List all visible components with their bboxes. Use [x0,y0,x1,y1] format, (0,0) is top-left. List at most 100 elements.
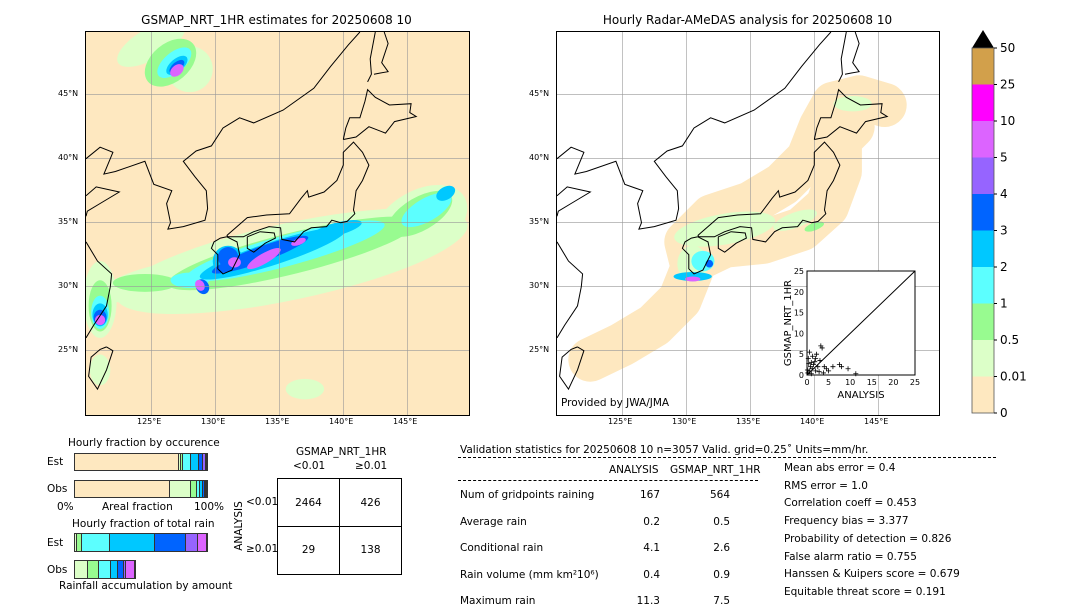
cont-row-title: ANALYSIS [232,501,245,551]
lat-tick: 45°N [58,89,79,98]
bar-segment [169,481,191,497]
lat-tick: 30°N [58,281,79,290]
rain-area [833,96,872,112]
scatter-point [826,368,832,374]
coastline [210,236,241,275]
score-line: Frequency bias = 3.377 [784,515,909,528]
colorbar-swatch [972,340,994,377]
coastline [367,32,376,83]
occ-xlabel: Areal fraction [102,501,173,513]
scatter-point [813,368,819,374]
rain-area [94,314,106,326]
scatter-point [845,366,851,372]
score-line: Correlation coeff = 0.453 [784,497,917,510]
colorbar-swatch [972,194,994,231]
rain-area [195,279,205,291]
bar-segment [206,481,207,497]
score-line: Hanssen & Kuipers score = 0.679 [784,568,960,581]
cell-hit-none: 2464 [295,497,322,509]
cont-col-1: ≥0.01 [355,460,388,472]
scatter-xtick: 10 [845,378,855,387]
lat-tick: 45°N [529,89,550,98]
tr-xlabel: Rainfall accumulation by amount [59,580,233,592]
lon-tick: 130°E [672,417,697,426]
tr-obs-label: Obs [47,564,68,576]
colorbar-label: 50 [1000,41,1015,55]
cont-col-0: <0.01 [293,460,326,472]
bar-segment [197,534,207,551]
scatter-point [821,364,827,370]
bar-segment [198,454,203,470]
scatter-point [836,362,842,368]
bar-segment [76,534,83,551]
lon-tick: 125°E [608,417,633,426]
scatter-ylabel: GSMAP_NRT_1HR [783,280,794,366]
stat-analysis: 11.3 [636,595,660,607]
lon-tick: 145°E [864,417,889,426]
coastline [86,241,113,339]
occurrence-obs-bar [74,480,208,498]
stat-gsmap: 2.6 [713,542,730,554]
lat-tick: 40°N [58,153,79,162]
occ-est-label: Est [47,456,64,468]
lat-tick: 40°N [529,153,550,162]
bar-segment [75,481,170,497]
occ-x0: 0% [57,501,74,513]
rain-area [312,220,362,239]
bar-segment [178,454,181,470]
rain-area [112,273,177,292]
rain-area [228,257,241,268]
bar-segment [110,534,156,551]
stat-label: Conditional rain [460,542,544,554]
bar-segment [155,534,186,551]
bar-segment [180,454,183,470]
stat-label: Num of gridpoints raining [460,489,595,501]
lat-tick: 25°N [529,345,550,354]
score-line: False alarm ratio = 0.755 [784,550,917,563]
rain-area [436,185,456,201]
scatter-xtick: 15 [867,378,877,387]
coastline [342,88,418,140]
coastline [557,241,584,339]
colorbar-swatch [972,230,994,267]
bar-segment [182,454,191,470]
scatter-point [815,364,821,370]
score-line: RMS error = 1.0 [784,479,868,492]
stat-label: Average rain [460,515,527,528]
bar-segment [111,561,119,578]
totalrain-obs-bar [74,560,136,579]
lon-tick: 125°E [137,417,162,426]
colorbar-label: 4 [1000,187,1008,201]
scatter-point [853,371,859,377]
scatter-point [808,371,814,377]
scatter-point [809,366,815,372]
totalrain-title: Hourly fraction of total rain [72,518,215,530]
bar-segment [75,534,77,551]
bar-segment [190,454,199,470]
scatter-point [830,364,836,370]
contingency-table: 2464 426 29 138 [277,478,402,575]
right-map-title: Hourly Radar-AMeDAS analysis for 2025060… [602,13,893,27]
bar-segment [202,454,206,470]
coastline [557,186,592,217]
colorbar-extend-arrow [972,30,994,48]
lat-tick: 30°N [529,281,550,290]
stats-col2: GSMAP_NRT_1HR [670,464,761,476]
colorbar-swatch [972,303,994,340]
stat-analysis: 167 [639,489,660,501]
lon-tick: 135°E [736,417,761,426]
stat-analysis: 0.4 [643,568,660,581]
stat-analysis: 4.1 [643,542,660,554]
scatter-ytick: 0 [799,371,804,380]
coastline [844,32,860,75]
lat-tick: 35°N [58,217,79,226]
scatter-point [812,359,818,365]
scatter-xtick: 20 [888,378,898,387]
colorbar: 0 0.01 0.5 1 2 3 4 5 10 25 50 [971,30,1027,420]
scatter-ytick: 20 [794,288,804,297]
rain-area [285,378,325,400]
bar-segment [125,561,135,578]
stat-analysis: 0.2 [643,515,660,528]
scatter-xtick: 5 [826,378,831,387]
bar-segment [185,534,198,551]
